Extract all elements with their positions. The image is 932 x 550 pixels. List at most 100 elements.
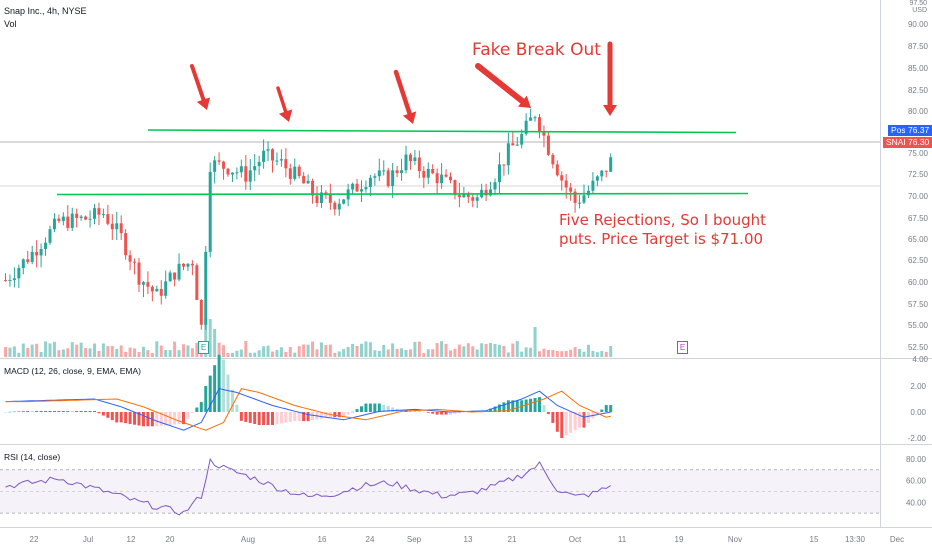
macd-histogram-bar: [208, 375, 212, 412]
macd-histogram-bar: [377, 403, 381, 412]
volume-bar: [293, 352, 297, 357]
dividend-marker[interactable]: E: [198, 341, 209, 354]
candle-body: [600, 170, 604, 177]
candle-body: [262, 150, 266, 162]
candle-body: [560, 175, 564, 181]
volume-bar: [493, 344, 497, 357]
time-tick-label: 12: [127, 535, 136, 544]
macd-histogram-bar: [337, 412, 341, 418]
candle-body: [502, 164, 506, 166]
macd-histogram-bar: [417, 410, 421, 412]
candle-body: [497, 164, 501, 183]
volume-bar: [515, 341, 519, 357]
macd-histogram-bar: [30, 410, 34, 412]
macd-histogram-bar: [168, 412, 172, 425]
volume-bar: [489, 342, 493, 357]
volume-bar: [564, 350, 568, 357]
macd-histogram-bar: [538, 397, 541, 412]
volume-bar: [395, 348, 399, 357]
candle-body: [546, 135, 550, 155]
volume-bar: [297, 346, 301, 357]
candle-body: [417, 157, 421, 172]
volume-bar: [17, 352, 21, 357]
macd-histogram-bar: [44, 410, 48, 412]
volume-bar: [168, 350, 172, 357]
volume-bar: [578, 348, 582, 357]
trend-lines: [56, 129, 749, 196]
candle-body: [26, 259, 30, 263]
rsi-tick-label: 80.00: [906, 455, 927, 464]
arrow-rejection-3-head: [402, 111, 417, 124]
rejection-note-line2: puts. Price Target is $71.00: [559, 230, 764, 248]
candle-body: [84, 216, 88, 220]
earnings-marker[interactable]: E: [677, 341, 688, 354]
macd-histogram-bar: [293, 412, 297, 422]
candle-body: [404, 154, 408, 171]
candle-body: [213, 160, 217, 172]
macd-histogram-bar: [39, 410, 43, 412]
candle-body: [226, 168, 230, 175]
volume-bar: [457, 344, 461, 357]
volume-bar: [346, 346, 350, 357]
candle-body: [248, 170, 252, 182]
candle-body: [493, 182, 497, 190]
volume-bar: [351, 343, 355, 357]
candle-body: [12, 278, 16, 281]
volume-bar: [360, 343, 363, 357]
candle-body: [21, 259, 25, 269]
candle-body: [515, 144, 519, 146]
macd-histogram-bar: [444, 412, 448, 415]
candle-body: [484, 189, 488, 196]
candle-body: [293, 166, 297, 179]
volume-bar: [75, 344, 79, 357]
candle-body: [244, 166, 248, 182]
candle-body: [30, 251, 34, 263]
macd-histogram-bar: [368, 403, 372, 412]
macd-histogram-bar: [66, 410, 70, 412]
candle-body: [208, 171, 212, 252]
macd-histogram-bar: [279, 412, 283, 424]
candle-body: [457, 195, 461, 198]
candle-body: [199, 300, 203, 325]
macd-histogram-bar: [346, 412, 350, 415]
candle-body: [57, 218, 61, 221]
volume-bar: [373, 350, 377, 357]
price-tick-label: 62.50: [908, 256, 929, 265]
macd-histogram-bar: [235, 404, 239, 412]
volume-bar: [480, 343, 484, 357]
volume-bar: [57, 350, 61, 357]
arrow-rejection-2-shaft: [276, 86, 288, 114]
volume-bar: [164, 350, 168, 357]
volume-bar: [97, 350, 101, 357]
candle-body: [564, 180, 568, 188]
volume-bar: [137, 351, 141, 357]
candle-body: [124, 233, 128, 256]
time-tick-label: Sep: [407, 535, 422, 544]
macd-histogram-bar: [288, 412, 292, 422]
volume-bar: [79, 342, 83, 357]
volume-bar: [93, 343, 96, 357]
volume-bar: [311, 341, 315, 357]
candle-body: [44, 242, 48, 250]
candle-body: [186, 263, 190, 267]
candle-body: [569, 187, 573, 192]
volume-bar: [124, 351, 128, 357]
candle-body: [382, 170, 386, 172]
macd-histogram-bar: [12, 411, 16, 413]
candle-body: [466, 193, 470, 198]
candle-body: [475, 197, 479, 201]
macd-histogram-bar: [529, 398, 533, 412]
macd-histogram-bar: [497, 404, 501, 412]
grid: [0, 0, 932, 528]
macd-histogram-bar: [52, 410, 56, 412]
candle-body: [377, 170, 381, 177]
candle-body: [529, 117, 533, 121]
volume-bar: [324, 345, 328, 357]
macd-histogram-bar: [159, 412, 163, 426]
macd-histogram-bar: [440, 412, 444, 415]
volume-bar: [186, 345, 190, 357]
volume-bar: [382, 344, 386, 357]
candle-body: [462, 193, 466, 198]
volume-bar: [30, 344, 34, 357]
